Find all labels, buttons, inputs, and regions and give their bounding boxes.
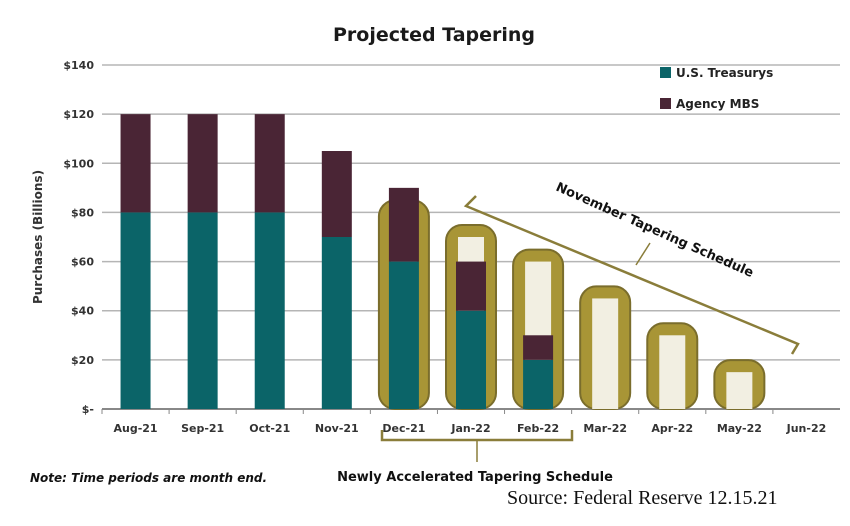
bar-treasurys <box>321 237 352 409</box>
y-tick-label: $140 <box>63 59 94 72</box>
y-tick-label: $80 <box>71 206 94 219</box>
november-schedule-label: November Tapering Schedule <box>553 180 755 281</box>
bar-mbs <box>254 114 285 213</box>
y-tick-label: $40 <box>71 305 94 318</box>
footnote: Note: Time periods are month end. <box>30 471 267 485</box>
bar-mbs <box>456 261 486 311</box>
y-axis-ticks: $- $20 $40 $60 $80 $100 $120 $140 <box>63 59 94 416</box>
bar-mbs <box>523 335 554 360</box>
legend-label-mbs: Agency MBS <box>676 97 759 111</box>
chart-title: Projected Tapering <box>333 24 535 46</box>
y-tick-label: $- <box>82 403 94 416</box>
x-tick-label: Oct-21 <box>249 422 290 435</box>
source-text: Source: Federal Reserve 12.15.21 <box>507 487 777 509</box>
legend: U.S. Treasurys Agency MBS <box>660 66 773 111</box>
bar-treasurys <box>120 212 151 409</box>
november-schedule-bar-inner <box>726 372 753 409</box>
x-tick-label: Mar-22 <box>583 422 627 435</box>
x-tick-label: Sep-21 <box>181 422 224 435</box>
y-axis-label: Purchases (Billions) <box>31 170 45 304</box>
y-tick-label: $60 <box>71 256 94 269</box>
bar-treasurys <box>523 359 554 409</box>
x-tick-label: Jun-22 <box>786 422 827 435</box>
bar-treasurys <box>456 310 486 409</box>
accelerated-schedule-label: Newly Accelerated Tapering Schedule <box>337 470 613 485</box>
bar-treasurys <box>254 212 285 409</box>
x-tick-label: May-22 <box>717 422 762 435</box>
y-tick-label: $100 <box>63 157 94 170</box>
y-tick-label: $120 <box>63 108 94 121</box>
x-tick-label: Nov-21 <box>315 422 359 435</box>
x-tick-label: Jan-22 <box>450 422 490 435</box>
bar-series <box>120 114 554 409</box>
november-schedule-bar-inner <box>659 335 686 409</box>
bar-mbs <box>187 114 218 213</box>
x-tick-label: Dec-21 <box>382 422 425 435</box>
x-tick-label: Apr-22 <box>651 422 693 435</box>
bar-treasurys <box>388 261 419 409</box>
bar-mbs <box>388 187 419 262</box>
bar-mbs <box>120 114 151 213</box>
gridlines <box>102 64 840 410</box>
legend-swatch-mbs <box>660 98 671 109</box>
november-schedule-pointer <box>635 242 651 266</box>
november-schedule-bracket <box>463 195 800 355</box>
november-schedule-bar-inner <box>592 298 619 409</box>
x-tick-label: Aug-21 <box>113 422 157 435</box>
bar-treasurys <box>187 212 218 409</box>
x-tick-label: Feb-22 <box>517 422 559 435</box>
legend-label-treasurys: U.S. Treasurys <box>676 66 773 80</box>
bar-mbs <box>321 151 352 237</box>
x-axis-ticks: Aug-21 Sep-21 Oct-21 Nov-21 Dec-21 Jan-22 Feb-… <box>101 409 827 435</box>
y-tick-label: $20 <box>71 354 94 367</box>
legend-swatch-treasurys <box>660 67 671 78</box>
